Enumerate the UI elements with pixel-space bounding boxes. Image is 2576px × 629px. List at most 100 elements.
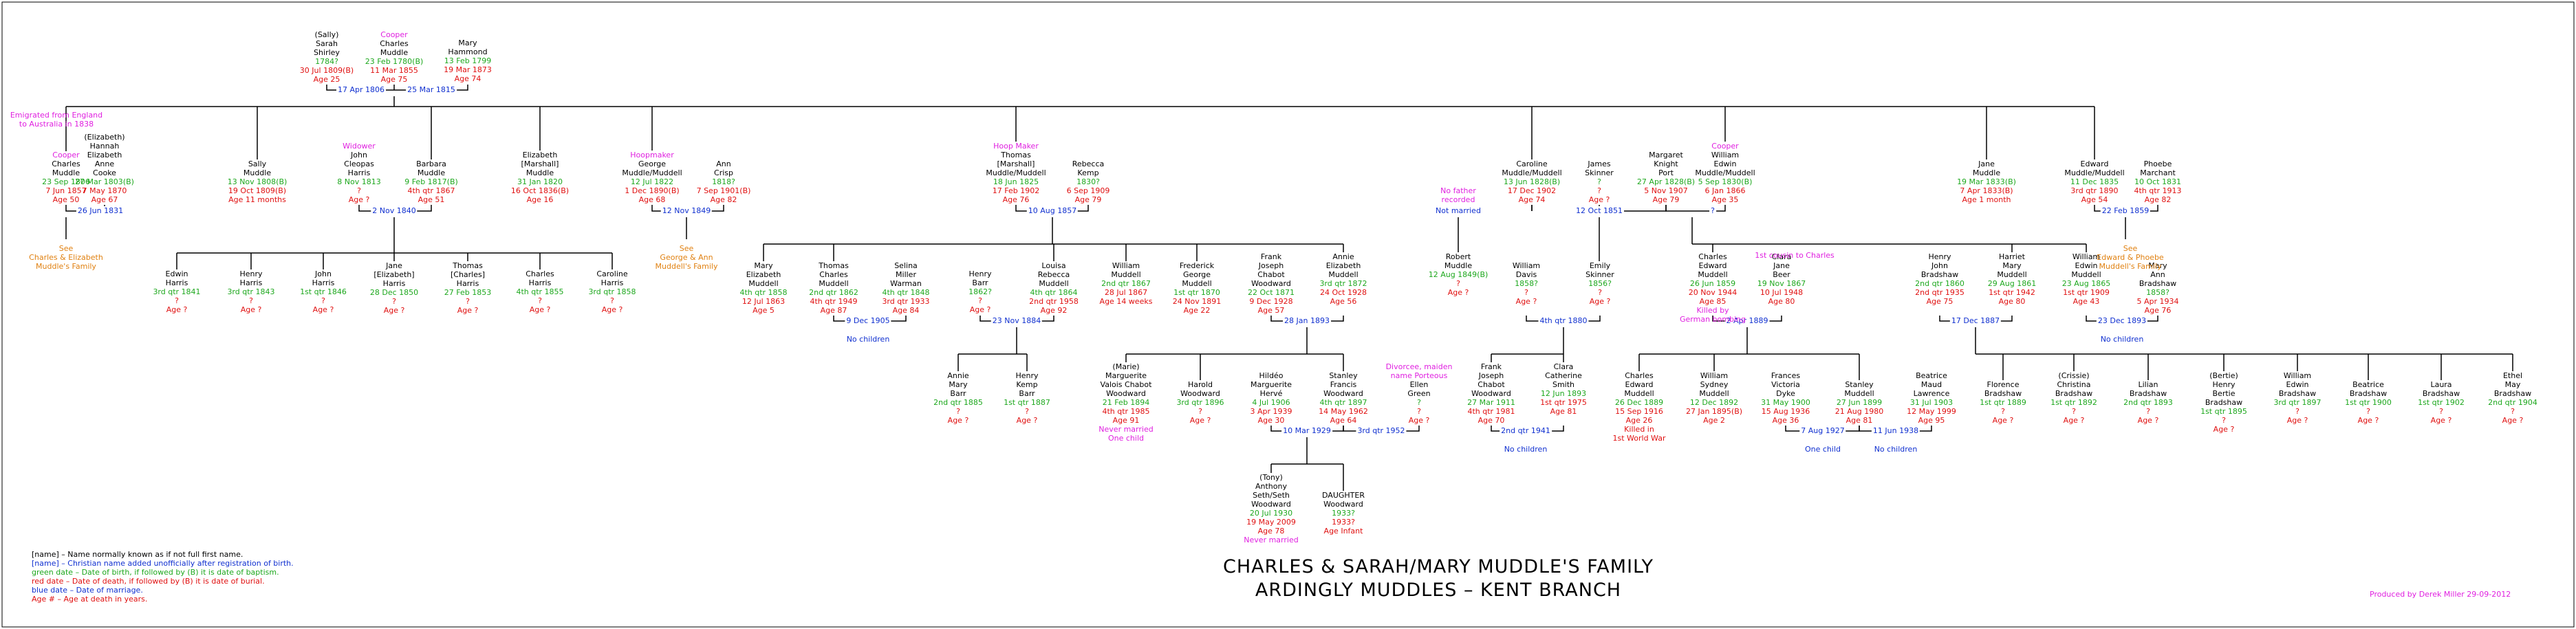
legend-item: Age # – Age at death in years. xyxy=(32,595,148,604)
person-line: 3rd qtr 1890 xyxy=(2070,186,2119,195)
person-line: Age 50 xyxy=(52,195,80,204)
person-line: Muddle xyxy=(1444,261,1473,270)
person-p2: Cooper Charles Muddle 23 Feb 1780(B) 11 Mar … xyxy=(365,30,424,84)
person-line: [Marshall] xyxy=(997,159,1035,168)
person-line: Muddle/Muddell xyxy=(622,168,682,177)
person-line: Age ? xyxy=(2063,416,2085,425)
person-line: Christina xyxy=(2057,380,2091,389)
person-line: 4th qtr 1897 xyxy=(1319,398,1367,407)
person-line: Thomas xyxy=(1001,151,1031,159)
person-g7: Ellen Green?? Age ? xyxy=(1407,380,1430,425)
marriage-date-m9: ? xyxy=(1709,206,1716,215)
person-line: 1st qtr 1900 xyxy=(2345,398,2392,407)
legend-item: green date – Date of birth, if followed … xyxy=(32,568,279,577)
person-line: 19 Nov 1867 xyxy=(1757,279,1806,288)
person-line: Age ? xyxy=(1408,416,1430,425)
person-t2: Thomas Charles Muddell 2nd qtr 1862 4th qtr … xyxy=(809,261,858,315)
person-line: 18 Jun 1825 xyxy=(993,177,1039,186)
person-line: Henry xyxy=(968,269,992,278)
marriage-date-m21: 7 Aug 1927 xyxy=(1799,426,1846,435)
person-line: 1st qtr 1889 xyxy=(1980,398,2026,407)
person-line: Age ? xyxy=(1189,416,1211,425)
person-line: Edwin xyxy=(2075,261,2098,270)
person-line: Muddell xyxy=(819,279,849,288)
person-line: ? xyxy=(466,297,470,306)
marriage-date-m10: 22 Feb 1859 xyxy=(2100,206,2151,215)
person-g1: Annie Mary Barr 2nd qtr 1885? Age ? xyxy=(933,371,983,425)
person-line: Age 91 xyxy=(1112,416,1140,425)
person-line: Age 14 weeks xyxy=(1099,297,1153,306)
person-line: Ethel xyxy=(2502,371,2523,380)
person-line: Ann xyxy=(2150,270,2165,279)
person-line: Louisa xyxy=(1041,261,1066,270)
person-line: Marguerite xyxy=(1105,371,1147,380)
person-line: 1933? xyxy=(1332,518,1355,527)
person-line: Rebecca xyxy=(1037,270,1070,279)
legend-item: blue date – Date of marriage. xyxy=(32,586,143,595)
person-line: 11 Dec 1835 xyxy=(2070,177,2119,186)
person-line: William xyxy=(1711,151,1740,159)
person-line: 19 Mar 1833(B) xyxy=(1957,177,2016,186)
person-line: 1st qtr 1909 xyxy=(2063,288,2110,297)
person-c8w: Margaret Knight Port 27 Apr 1828(B) 5 Nov 19… xyxy=(1637,151,1695,204)
person-line: Age ? xyxy=(1992,416,2014,425)
note-n10: No children xyxy=(1504,445,1548,454)
person-line: Muddell xyxy=(1698,270,1728,279)
person-line: 4 Jul 1906 xyxy=(1252,398,1290,407)
person-line: Annie xyxy=(1332,252,1354,261)
person-line: 17 Dec 1902 xyxy=(1507,186,1557,195)
person-line: Henry xyxy=(239,269,263,278)
person-line: [Charles] xyxy=(450,270,486,279)
person-line: Clara xyxy=(1771,252,1792,261)
person-line: Bradshaw xyxy=(2278,389,2317,398)
person-line: Age ? xyxy=(2286,416,2308,425)
person-line: 4th qtr 1864 xyxy=(1030,288,1078,297)
person-line: 4th qtr 1867 xyxy=(407,186,455,195)
person-line: Bradshaw xyxy=(1920,270,1959,279)
marriage-date-m14: 4th qtr 1880 xyxy=(1538,316,1589,325)
person-line: 31 May 1900 xyxy=(1761,398,1810,407)
person-p1: (Sally) Sarah Shirley 1784? 30 Jul 1809(B) Ag… xyxy=(300,30,354,84)
person-line: 4th qtr 1913 xyxy=(2134,186,2182,195)
person-line: Caroline xyxy=(596,269,628,278)
person-line: Thomas xyxy=(819,261,849,270)
person-line: Muddle/Muddell xyxy=(1695,168,1755,177)
person-line: Age ? xyxy=(1589,297,1611,306)
person-line: 1856? xyxy=(1588,279,1612,288)
person-line: Caroline xyxy=(1516,159,1548,168)
person-line: Muddell xyxy=(1624,389,1654,398)
person-line: Lawrence xyxy=(1913,389,1950,398)
person-line: 1933? xyxy=(1332,509,1355,518)
person-p3: Mary Hammond 13 Feb 1799 19 Mar 1873 Age 74 xyxy=(444,38,492,83)
person-line: Age ? xyxy=(2213,425,2235,434)
note-line: recorded xyxy=(1441,195,1475,204)
note-line: Divorcee, maiden xyxy=(1385,362,1453,371)
note-n7: Killed by German bombing xyxy=(1680,306,1746,324)
person-line: Victoria xyxy=(1771,380,1800,389)
title-line-2: ARDINGLY MUDDLES – KENT BRANCH xyxy=(1255,580,1622,601)
person-g3: (Marie) Marguerite Valois Chabot Woodward 21… xyxy=(1098,362,1153,443)
marriage-date-m2: 25 Mar 1815 xyxy=(406,85,457,94)
person-line: 12 May 1999 xyxy=(1907,407,1956,416)
person-line: Age 16 xyxy=(526,195,554,204)
person-line: ? xyxy=(2072,407,2076,416)
person-line: 24 Nov 1891 xyxy=(1172,297,1222,306)
note-n13: No children xyxy=(2101,335,2144,344)
person-line: Edwin xyxy=(2286,380,2309,389)
person-line: Age 76 xyxy=(1002,195,1030,204)
person-line: 20 Jul 1930 xyxy=(1249,509,1293,518)
person-g15: Florence Bradshaw 1st qtr 1889? Age ? xyxy=(1980,380,2026,425)
person-g22: Ethel May Bradshaw 2nd qtr 1904? Age ? xyxy=(2488,371,2537,425)
person-line: Stanley xyxy=(1329,371,1358,380)
person-g6: Stanley Francis Woodward 4th qtr 1897 14 May… xyxy=(1319,371,1368,425)
marriage-date-m15: 2 Apr 1889 xyxy=(1724,316,1770,325)
marriage-date-m12: 23 Nov 1884 xyxy=(991,316,1043,325)
person-c5: Hoopmaker George Muddle/Muddell 12 Jul 1822… xyxy=(622,151,682,204)
person-line: Age ? xyxy=(1588,195,1610,204)
person-line: Never married xyxy=(1098,425,1154,434)
person-line: 1862? xyxy=(968,287,992,296)
person-c3: Barbara Muddle 9 Feb 1817(B) 4th qtr 1867 Ag… xyxy=(404,159,458,204)
note-n4: See Edward & Phoebe Muddell's Family xyxy=(2097,244,2163,271)
person-line: (Bertie) xyxy=(2209,371,2238,380)
